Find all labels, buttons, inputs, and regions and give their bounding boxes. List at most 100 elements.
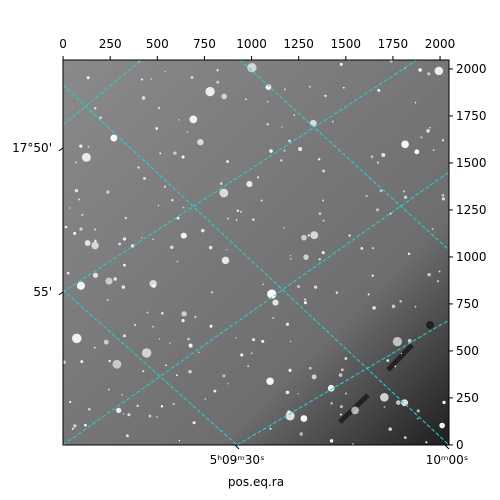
streak	[386, 343, 414, 372]
star	[324, 94, 327, 97]
dec-tick	[58, 291, 64, 296]
dark-spot	[426, 321, 434, 329]
star	[152, 238, 154, 240]
star	[420, 136, 423, 139]
star	[163, 185, 167, 188]
star	[289, 257, 292, 260]
x-tick-label: 1000	[236, 37, 267, 51]
star	[272, 299, 279, 306]
star	[392, 336, 403, 347]
ra-tick-label: 5ʰ09ᵐ30ˢ	[210, 453, 265, 467]
star	[159, 152, 162, 155]
star	[194, 315, 197, 318]
star	[303, 298, 307, 301]
star	[335, 291, 339, 294]
star	[250, 352, 253, 355]
star	[376, 161, 380, 164]
star	[216, 80, 220, 84]
star	[170, 245, 174, 249]
star	[136, 404, 139, 407]
star	[204, 398, 207, 400]
star	[137, 166, 140, 169]
star	[284, 88, 286, 91]
star	[266, 377, 274, 385]
star	[401, 140, 409, 149]
star	[208, 245, 213, 250]
star	[288, 139, 291, 143]
star	[79, 144, 83, 148]
star	[141, 237, 143, 239]
star	[99, 116, 102, 119]
star	[318, 212, 322, 216]
star	[105, 277, 113, 285]
star	[155, 127, 158, 130]
star	[122, 334, 126, 338]
star	[74, 188, 79, 193]
star	[158, 338, 161, 340]
star	[153, 327, 155, 329]
star	[432, 149, 435, 152]
star	[427, 72, 431, 76]
star	[300, 415, 308, 422]
star	[84, 423, 87, 427]
y-tick-label: 1500	[456, 156, 487, 170]
star	[310, 231, 319, 240]
star	[209, 324, 213, 328]
star	[288, 368, 292, 372]
star	[365, 195, 368, 198]
star	[198, 351, 200, 353]
star	[116, 407, 122, 414]
star	[391, 304, 396, 309]
star	[441, 194, 445, 197]
star	[348, 234, 351, 237]
star	[69, 207, 71, 209]
star	[381, 152, 386, 158]
dec-tick-label: 17°50'	[12, 141, 52, 155]
ra-tick	[234, 444, 240, 450]
star	[205, 86, 215, 97]
star	[283, 226, 285, 229]
star	[73, 231, 77, 235]
star	[257, 176, 260, 179]
star	[161, 312, 164, 315]
star	[124, 216, 128, 220]
star	[113, 277, 117, 281]
star	[434, 66, 444, 76]
star	[211, 291, 214, 294]
star	[64, 225, 68, 229]
star	[281, 126, 283, 128]
star	[227, 217, 230, 220]
star	[269, 149, 273, 153]
star	[283, 149, 286, 152]
star	[94, 239, 97, 243]
star	[148, 414, 152, 418]
star	[197, 138, 204, 146]
star	[93, 346, 96, 349]
x-tick-label: 0	[59, 37, 67, 51]
star	[395, 400, 401, 405]
y-tick-label: 0	[456, 438, 464, 452]
star	[63, 360, 66, 365]
star	[252, 218, 255, 221]
star	[226, 160, 230, 164]
y-tick-label: 1000	[456, 250, 487, 264]
star	[157, 204, 160, 207]
star	[394, 365, 397, 367]
star	[386, 359, 390, 362]
y-tick-label: 1750	[456, 109, 487, 123]
dec-tick-label: 55'	[33, 285, 52, 299]
star	[427, 272, 431, 277]
star	[244, 98, 247, 101]
x-tick-label: 1750	[378, 37, 409, 51]
x-tick-label: 500	[146, 37, 169, 51]
star	[314, 285, 318, 289]
star	[330, 402, 333, 405]
x-axis-label: pos.eq.ra	[228, 475, 284, 489]
star	[165, 364, 167, 367]
x-tick-label: 2000	[425, 37, 456, 51]
star	[164, 70, 166, 73]
star	[75, 161, 78, 164]
star	[301, 234, 307, 241]
star	[360, 247, 364, 250]
